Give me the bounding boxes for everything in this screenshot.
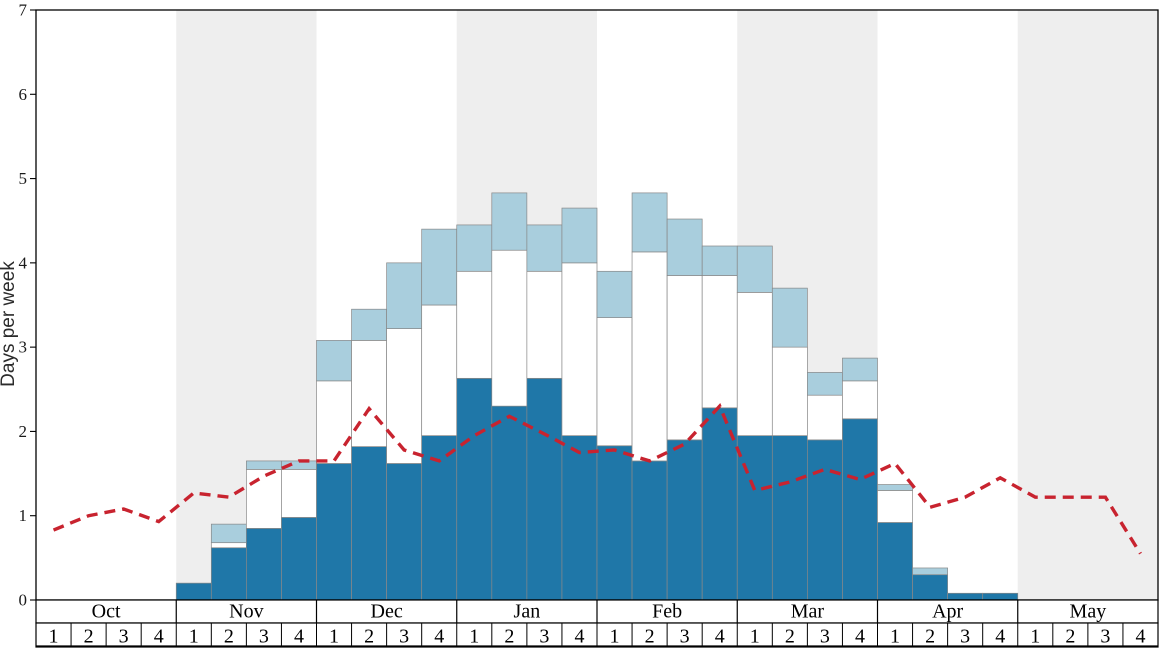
svg-text:4: 4 bbox=[995, 626, 1005, 648]
svg-text:6: 6 bbox=[19, 85, 28, 104]
svg-text:3: 3 bbox=[119, 626, 129, 648]
svg-text:3: 3 bbox=[539, 626, 549, 648]
svg-text:3: 3 bbox=[680, 626, 690, 648]
svg-text:1: 1 bbox=[610, 626, 620, 648]
svg-text:1: 1 bbox=[1030, 626, 1040, 648]
svg-text:4: 4 bbox=[715, 626, 725, 648]
svg-text:3: 3 bbox=[1100, 626, 1110, 648]
svg-text:4: 4 bbox=[855, 626, 865, 648]
svg-text:2: 2 bbox=[645, 626, 655, 648]
svg-text:2: 2 bbox=[19, 422, 28, 441]
svg-text:1: 1 bbox=[329, 626, 339, 648]
svg-text:2: 2 bbox=[364, 626, 374, 648]
svg-text:1: 1 bbox=[189, 626, 199, 648]
svg-text:2: 2 bbox=[785, 626, 795, 648]
svg-text:2: 2 bbox=[84, 626, 94, 648]
svg-text:1: 1 bbox=[19, 506, 28, 525]
svg-text:3: 3 bbox=[820, 626, 830, 648]
svg-text:3: 3 bbox=[399, 626, 409, 648]
svg-text:4: 4 bbox=[434, 626, 444, 648]
svg-text:3: 3 bbox=[259, 626, 269, 648]
svg-text:4: 4 bbox=[1135, 626, 1145, 648]
svg-text:3: 3 bbox=[19, 338, 28, 357]
svg-text:Apr: Apr bbox=[932, 601, 963, 623]
svg-text:0: 0 bbox=[19, 591, 28, 610]
svg-text:7: 7 bbox=[19, 1, 28, 20]
svg-text:4: 4 bbox=[19, 253, 28, 272]
svg-text:2: 2 bbox=[1065, 626, 1075, 648]
svg-text:4: 4 bbox=[154, 626, 164, 648]
svg-text:4: 4 bbox=[574, 626, 584, 648]
svg-text:5: 5 bbox=[19, 169, 28, 188]
svg-text:Mar: Mar bbox=[791, 601, 825, 623]
svg-text:Jan: Jan bbox=[514, 601, 541, 623]
svg-text:2: 2 bbox=[224, 626, 234, 648]
svg-text:1: 1 bbox=[890, 626, 900, 648]
svg-text:Dec: Dec bbox=[371, 601, 403, 623]
svg-text:2: 2 bbox=[504, 626, 514, 648]
svg-text:May: May bbox=[1070, 601, 1107, 623]
svg-text:Oct: Oct bbox=[92, 601, 121, 623]
svg-text:1: 1 bbox=[469, 626, 479, 648]
svg-text:1: 1 bbox=[49, 626, 59, 648]
svg-text:1: 1 bbox=[750, 626, 760, 648]
svg-text:Nov: Nov bbox=[229, 601, 263, 623]
svg-text:3: 3 bbox=[960, 626, 970, 648]
svg-text:4: 4 bbox=[294, 626, 304, 648]
svg-text:Feb: Feb bbox=[652, 601, 682, 623]
svg-text:2: 2 bbox=[925, 626, 935, 648]
